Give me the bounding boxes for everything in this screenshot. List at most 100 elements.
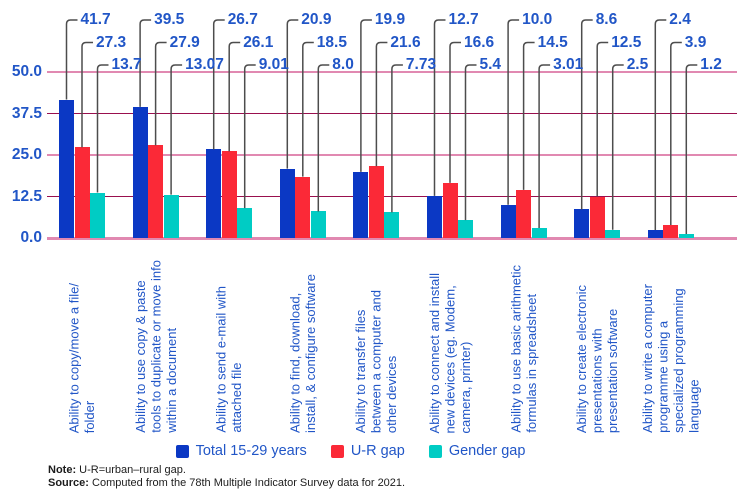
callout-line xyxy=(596,41,609,197)
bar-ur-gap xyxy=(74,147,90,238)
bar-total xyxy=(59,99,74,238)
bar-ur-gap xyxy=(442,182,458,238)
data-label: 8.6 xyxy=(595,11,618,28)
data-label: 20.9 xyxy=(301,11,332,28)
callout-line xyxy=(302,41,314,177)
bar-total xyxy=(132,106,148,238)
callout-line xyxy=(170,64,183,195)
data-label: 16.6 xyxy=(464,33,495,51)
callout-line xyxy=(580,19,593,210)
data-label: 12.7 xyxy=(448,11,479,28)
note-text: U-R=urban–rural gap. xyxy=(79,464,186,476)
legend-label: U-R gap xyxy=(350,443,405,459)
data-label: 18.5 xyxy=(316,33,347,51)
bar-total xyxy=(427,195,442,238)
legend-label: Total 15-29 years xyxy=(195,443,307,459)
data-label: 3.01 xyxy=(553,56,584,73)
category-label: Ability to transfer files between a comp… xyxy=(353,289,400,433)
y-axis-tick-label: 50.0 xyxy=(11,63,42,80)
data-label: 14.5 xyxy=(537,33,568,51)
bar-gender-gap xyxy=(237,208,253,238)
bar-ur-gap xyxy=(368,166,384,238)
bar-gender-gap xyxy=(458,220,473,238)
footnotes: Note: U-R=urban–rural gap. Source: Compu… xyxy=(48,464,405,489)
callout-line xyxy=(81,41,93,148)
data-label: 2.5 xyxy=(626,56,649,73)
data-label: 41.7 xyxy=(80,11,111,28)
callout-line xyxy=(212,19,225,150)
bar-total xyxy=(206,149,222,238)
callout-line xyxy=(611,64,624,230)
data-label: 3.9 xyxy=(684,33,707,51)
bar-total xyxy=(500,204,516,238)
data-label: 9.01 xyxy=(258,56,289,73)
data-label: 5.4 xyxy=(479,56,502,73)
callout-line xyxy=(243,64,256,209)
bar-total xyxy=(647,230,663,238)
category-label: Ability to connect and install new devic… xyxy=(426,272,473,433)
bar-ur-gap xyxy=(516,189,532,238)
category-label: Ability to copy/move a file/ folder xyxy=(66,282,98,433)
data-label: 13.07 xyxy=(185,56,224,73)
data-label: 13.7 xyxy=(111,56,142,73)
source-text: Computed from the 78th Multiple Indicato… xyxy=(92,476,406,489)
callout-line xyxy=(154,41,167,146)
legend-swatch xyxy=(175,444,189,458)
category-label: Ability to create electronic presentatio… xyxy=(573,284,620,433)
y-axis-tick-label: 25.0 xyxy=(11,146,42,163)
category-label: Ability to find, download, install, & co… xyxy=(287,274,318,433)
note-line: Note: U-R=urban–rural gap. xyxy=(48,464,405,477)
data-label: 39.5 xyxy=(154,11,185,28)
chart-legend: Total 15-29 years U-R gap Gender gap xyxy=(0,441,701,461)
callout-line xyxy=(360,19,372,172)
data-label: 2.4 xyxy=(669,11,691,28)
callout-line xyxy=(685,64,698,235)
data-label: 26.1 xyxy=(243,33,274,51)
callout-line xyxy=(391,64,403,213)
bar-gender-gap xyxy=(384,212,400,238)
note-label: Note: xyxy=(48,464,77,476)
bar-ur-gap xyxy=(295,176,311,238)
callout-line xyxy=(522,41,535,190)
callout-line xyxy=(654,19,667,231)
bar-ur-gap xyxy=(663,225,679,238)
category-label: Ability to use copy & paste tools to dup… xyxy=(132,260,179,433)
legend-label: Gender gap xyxy=(448,443,526,459)
callout-line xyxy=(286,19,299,169)
callout-line xyxy=(375,41,388,167)
callout-line xyxy=(317,64,330,212)
bar-gender-gap xyxy=(605,229,621,238)
bar-ur-gap xyxy=(221,151,237,238)
data-label: 10.0 xyxy=(522,11,553,28)
data-label: 19.9 xyxy=(374,11,406,28)
bar-ur-gap xyxy=(589,196,605,238)
gridline xyxy=(47,112,737,115)
callout-line xyxy=(139,19,152,107)
callout-line xyxy=(670,41,682,226)
bar-total xyxy=(574,209,590,238)
y-axis-tick-label: 37.5 xyxy=(11,104,42,122)
data-label: 27.3 xyxy=(96,33,127,51)
bar-gender-gap xyxy=(90,192,105,238)
category-label: Ability to send e-mail with attached fil… xyxy=(213,286,245,433)
data-label: 7.73 xyxy=(405,56,437,73)
bar-ur-gap xyxy=(148,145,164,238)
bar-gender-gap xyxy=(678,234,694,238)
legend-item-gender-gap: Gender gap xyxy=(428,443,526,459)
legend-swatch xyxy=(330,444,344,458)
callout-line xyxy=(433,19,446,196)
callout-line xyxy=(96,64,109,193)
category-label: Ability to use basic arithmetic formulas… xyxy=(508,265,539,433)
data-label: 12.5 xyxy=(611,33,642,51)
legend-swatch xyxy=(428,444,442,458)
data-label: 1.2 xyxy=(700,56,722,73)
y-axis-tick-label: 0.0 xyxy=(20,229,42,246)
bar-gender-gap xyxy=(163,194,179,238)
data-label: 26.7 xyxy=(227,11,258,28)
gridline xyxy=(47,236,737,240)
callout-line xyxy=(228,41,241,152)
callout-line xyxy=(65,19,78,100)
data-label: 8.0 xyxy=(332,56,354,73)
